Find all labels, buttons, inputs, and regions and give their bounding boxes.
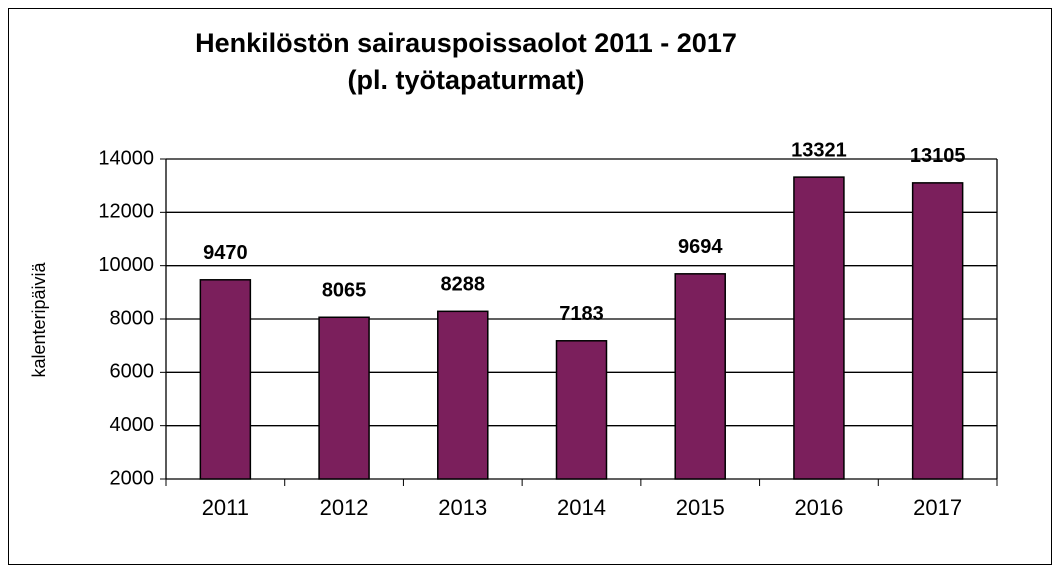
y-tick-label: 4000 bbox=[110, 414, 155, 436]
value-label: 9470 bbox=[203, 242, 248, 264]
bar bbox=[318, 316, 370, 480]
chart-frame bbox=[8, 8, 1052, 565]
x-tick-label: 2016 bbox=[794, 495, 843, 520]
x-tick-label: 2011 bbox=[202, 495, 249, 520]
bar bbox=[199, 279, 252, 480]
y-tick-label: 2000 bbox=[110, 467, 155, 489]
chart-subtitle: (pl. työtapaturmat) bbox=[347, 65, 584, 95]
value-label: 8065 bbox=[322, 280, 367, 302]
chart-title: Henkilöstön sairauspoissaolot 2011 - 201… bbox=[195, 28, 737, 58]
y-tick-label: 8000 bbox=[110, 307, 155, 329]
value-label: 7183 bbox=[559, 303, 604, 325]
value-label: 9694 bbox=[678, 236, 723, 258]
value-label: 8288 bbox=[441, 274, 486, 296]
value-label: 13105 bbox=[910, 145, 966, 167]
bar bbox=[793, 176, 845, 480]
x-tick-label: 2015 bbox=[676, 495, 725, 520]
x-tick-label: 2017 bbox=[913, 495, 962, 520]
bar bbox=[437, 310, 489, 480]
x-tick-label: 2012 bbox=[320, 495, 369, 520]
x-tick-label: 2013 bbox=[438, 495, 487, 520]
bar bbox=[555, 340, 608, 480]
bar bbox=[674, 273, 726, 480]
y-tick-label: 10000 bbox=[98, 254, 154, 276]
y-tick-label: 14000 bbox=[98, 147, 154, 169]
y-axis-label: kalenteripäiviä bbox=[29, 261, 49, 377]
bar bbox=[911, 182, 964, 480]
x-tick-label: 2014 bbox=[557, 495, 606, 520]
y-tick-label: 12000 bbox=[98, 201, 154, 223]
y-tick-label: 6000 bbox=[110, 361, 155, 383]
value-label: 13321 bbox=[791, 139, 847, 161]
